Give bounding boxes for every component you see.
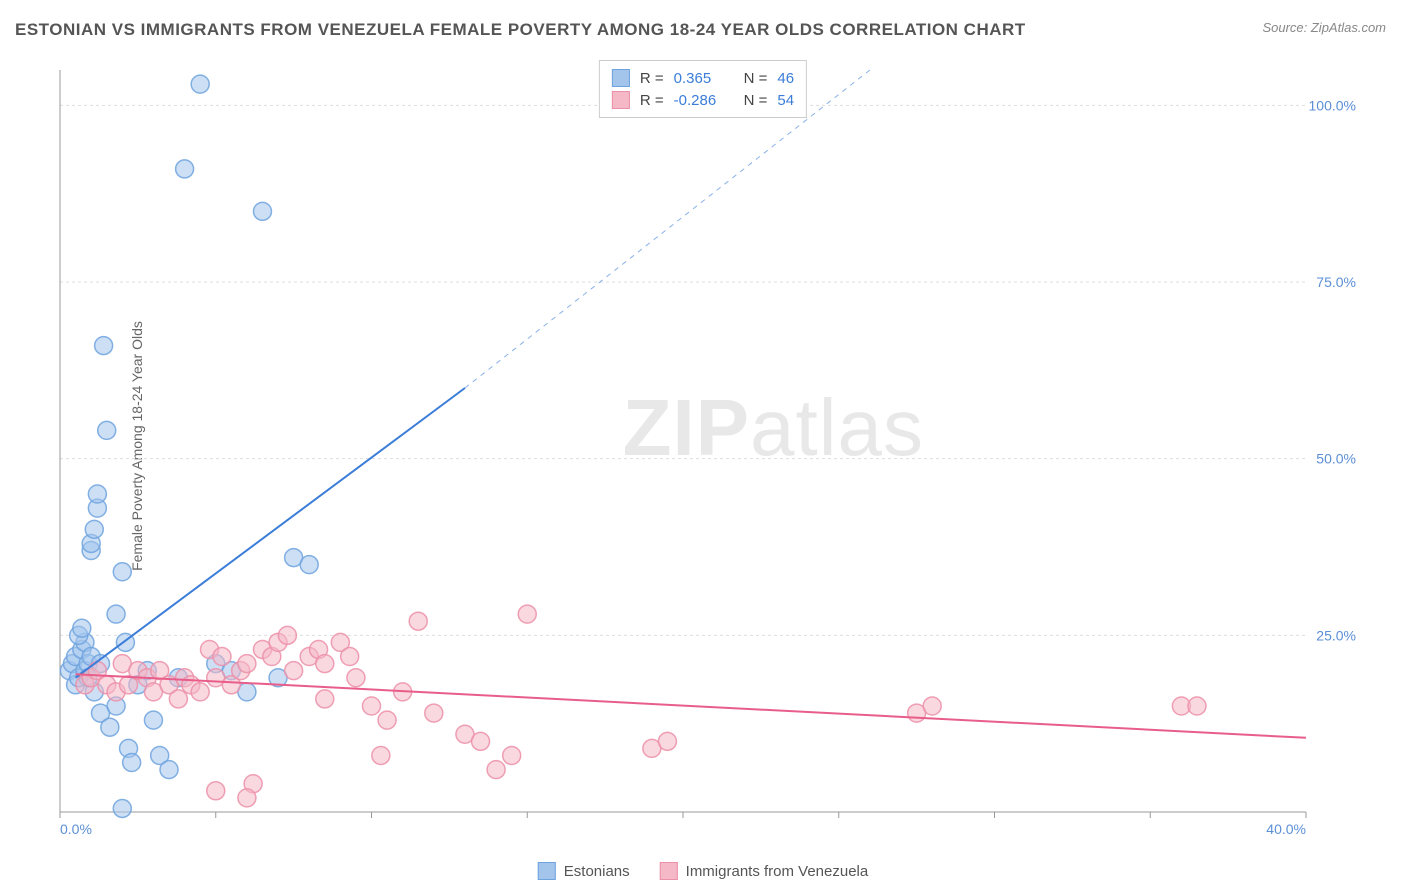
bottom-swatch-series2 bbox=[660, 862, 678, 880]
legend-row-series2: R = -0.286 N = 54 bbox=[612, 89, 794, 111]
chart-container: ESTONIAN VS IMMIGRANTS FROM VENEZUELA FE… bbox=[0, 0, 1406, 892]
chart-plot-area: 25.0% 50.0% 75.0% 100.0% 0.0% 40.0% bbox=[50, 60, 1376, 842]
svg-text:100.0%: 100.0% bbox=[1309, 97, 1356, 113]
legend-swatch-series2 bbox=[612, 91, 630, 109]
correlation-legend-box: R = 0.365 N = 46 R = -0.286 N = 54 bbox=[599, 60, 807, 118]
bottom-legend-item-series1: Estonians bbox=[538, 862, 630, 880]
scatter-plot-svg: 25.0% 50.0% 75.0% 100.0% 0.0% 40.0% bbox=[50, 60, 1376, 842]
svg-text:50.0%: 50.0% bbox=[1316, 451, 1356, 467]
r-label: R = bbox=[640, 92, 664, 109]
n-value-series1: 46 bbox=[777, 70, 794, 87]
svg-text:25.0%: 25.0% bbox=[1316, 627, 1356, 643]
r-value-series1: 0.365 bbox=[674, 70, 734, 87]
bottom-legend-label-series1: Estonians bbox=[564, 863, 630, 880]
n-value-series2: 54 bbox=[777, 92, 794, 109]
legend-row-series1: R = 0.365 N = 46 bbox=[612, 67, 794, 89]
bottom-legend: Estonians Immigrants from Venezuela bbox=[538, 862, 868, 880]
legend-swatch-series1 bbox=[612, 69, 630, 87]
n-label: N = bbox=[744, 70, 768, 87]
bottom-legend-item-series2: Immigrants from Venezuela bbox=[660, 862, 869, 880]
source-label: Source: ZipAtlas.com bbox=[1262, 20, 1386, 35]
r-label: R = bbox=[640, 70, 664, 87]
svg-text:40.0%: 40.0% bbox=[1266, 821, 1306, 837]
n-label: N = bbox=[744, 92, 768, 109]
svg-text:0.0%: 0.0% bbox=[60, 821, 92, 837]
bottom-swatch-series1 bbox=[538, 862, 556, 880]
r-value-series2: -0.286 bbox=[674, 92, 734, 109]
bottom-legend-label-series2: Immigrants from Venezuela bbox=[686, 863, 869, 880]
chart-title: ESTONIAN VS IMMIGRANTS FROM VENEZUELA FE… bbox=[15, 20, 1026, 40]
svg-text:75.0%: 75.0% bbox=[1316, 274, 1356, 290]
